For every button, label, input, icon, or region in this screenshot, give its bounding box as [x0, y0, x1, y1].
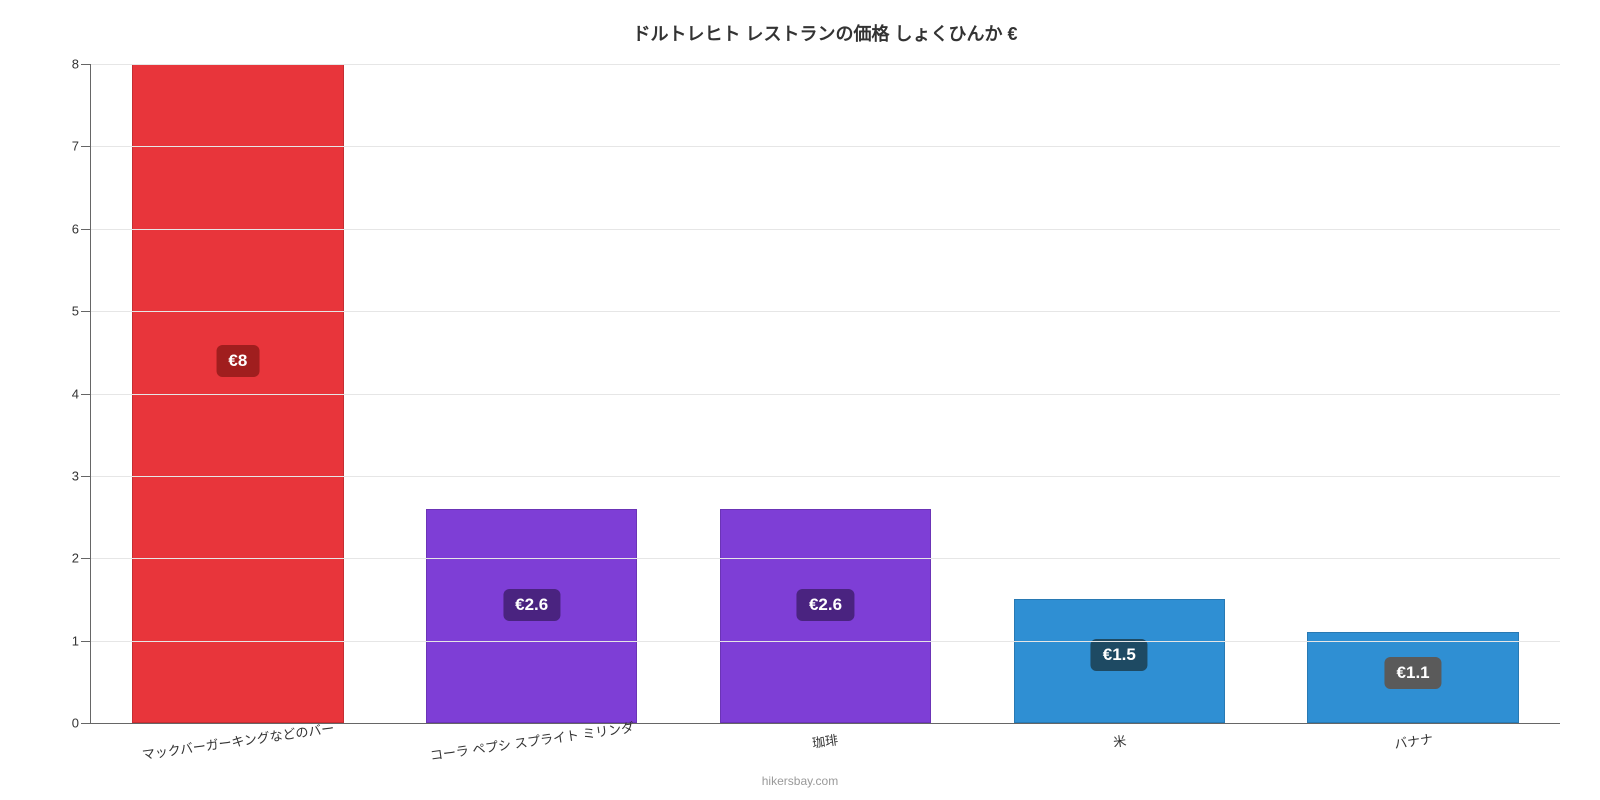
y-axis-label: 0 — [72, 716, 91, 731]
y-axis-label: 6 — [72, 221, 91, 236]
bar: €1.1 — [1307, 632, 1519, 723]
plot-area: €8€2.6€2.6€1.5€1.1 マックバーガーキングなどのバーコーラ ペプ… — [90, 64, 1560, 724]
y-axis-label: 7 — [72, 139, 91, 154]
grid-line — [91, 476, 1560, 477]
y-axis-label: 4 — [72, 386, 91, 401]
y-axis-label: 5 — [72, 304, 91, 319]
grid-line — [91, 558, 1560, 559]
grid-line — [91, 229, 1560, 230]
grid-line — [91, 311, 1560, 312]
x-axis-label: バナナ — [1266, 723, 1560, 750]
value-badge: €1.1 — [1385, 657, 1442, 689]
y-axis-label: 1 — [72, 633, 91, 648]
value-badge: €1.5 — [1091, 639, 1148, 671]
grid-line — [91, 64, 1560, 65]
grid-line — [91, 146, 1560, 147]
x-axis-label: コーラ ペプシ スプライト ミリンダ — [385, 723, 679, 750]
grid-line — [91, 641, 1560, 642]
y-axis-label: 3 — [72, 468, 91, 483]
bar: €2.6 — [720, 509, 932, 723]
bar: €2.6 — [426, 509, 638, 723]
value-badge: €2.6 — [503, 589, 560, 621]
attribution-text: hikersbay.com — [762, 774, 838, 788]
value-badge: €8 — [216, 345, 259, 377]
value-badge: €2.6 — [797, 589, 854, 621]
y-axis-label: 2 — [72, 551, 91, 566]
grid-line — [91, 394, 1560, 395]
x-axis-label: 米 — [972, 723, 1266, 750]
bar: €1.5 — [1014, 599, 1226, 723]
y-axis-label: 8 — [72, 57, 91, 72]
x-axis-labels: マックバーガーキングなどのバーコーラ ペプシ スプライト ミリンダ珈琲米バナナ — [91, 723, 1560, 750]
chart-container: ドルトレヒト レストランの価格 しょくひんか € €8 €2.6 €2.6 €1.5 €… — [0, 0, 1600, 800]
x-axis-label: 珈琲 — [679, 723, 973, 750]
x-axis-label: マックバーガーキングなどのバー — [91, 723, 385, 750]
chart-title: ドルトレヒト レストランの価格 しょくひんか € — [90, 20, 1560, 46]
